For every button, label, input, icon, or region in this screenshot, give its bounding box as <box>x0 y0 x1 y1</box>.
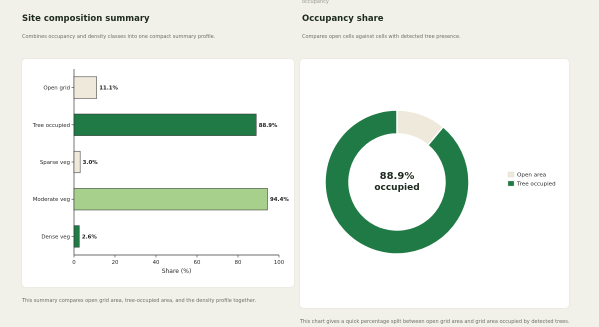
panel-footnote: This chart gives a quick percentage spli… <box>300 319 570 325</box>
legend-swatch <box>507 180 515 187</box>
clipped-text: occupancy <box>302 0 329 4</box>
x-tick-label: 0 <box>72 260 76 266</box>
bar <box>73 76 98 99</box>
bar-chart-card: Open grid 11.1% Tree occupied 88.9% Sparse v… <box>22 59 294 287</box>
y-tick-label: Sparse veg <box>40 160 70 166</box>
panel-footnote: This summary compares open grid area, tr… <box>22 298 257 304</box>
data-label: 88.9% <box>259 123 278 129</box>
data-label: 94.4% <box>270 197 289 203</box>
legend-swatch <box>507 171 515 178</box>
donut-chart: 88.9%occupied Open area Tree occupied <box>324 109 556 255</box>
center-label: occupied <box>374 183 419 193</box>
bar <box>73 113 257 136</box>
x-tick-label: 40 <box>153 260 160 266</box>
x-tick-label: 100 <box>274 260 285 266</box>
data-label: 2.6% <box>82 234 98 240</box>
x-tick-label: 20 <box>112 260 119 266</box>
panel-title: Site composition summary <box>22 14 150 24</box>
donut-slice <box>324 109 470 255</box>
data-label: 11.1% <box>99 86 118 92</box>
panel-subtitle: Combines occupancy and density classes i… <box>22 34 216 40</box>
panel-title: Occupancy share <box>302 14 384 24</box>
legend-label: Open area <box>517 173 546 179</box>
bar <box>73 225 80 248</box>
panel-subtitle: Compares open cells against cells with d… <box>302 34 461 40</box>
x-tick-label: 60 <box>194 260 201 266</box>
y-tick-label: Tree occupied <box>32 123 70 129</box>
x-axis-label: Share (%) <box>162 268 192 275</box>
y-tick-label: Dense veg <box>41 234 70 240</box>
y-tick-label: Open grid <box>43 86 70 92</box>
x-tick-label: 80 <box>235 260 242 266</box>
bar <box>73 188 268 211</box>
data-label: 3.0% <box>83 160 99 166</box>
donut-chart-card: 88.9% occupied Open area Tree occupied <box>300 59 569 308</box>
bar-chart: Open grid 11.1% Tree occupied 88.9% Sparse v… <box>32 69 289 275</box>
center-value: 88.9% <box>380 171 415 182</box>
bar <box>73 150 81 174</box>
legend-label: Tree occupied <box>516 182 556 188</box>
y-tick-label: Moderate veg <box>33 197 70 203</box>
